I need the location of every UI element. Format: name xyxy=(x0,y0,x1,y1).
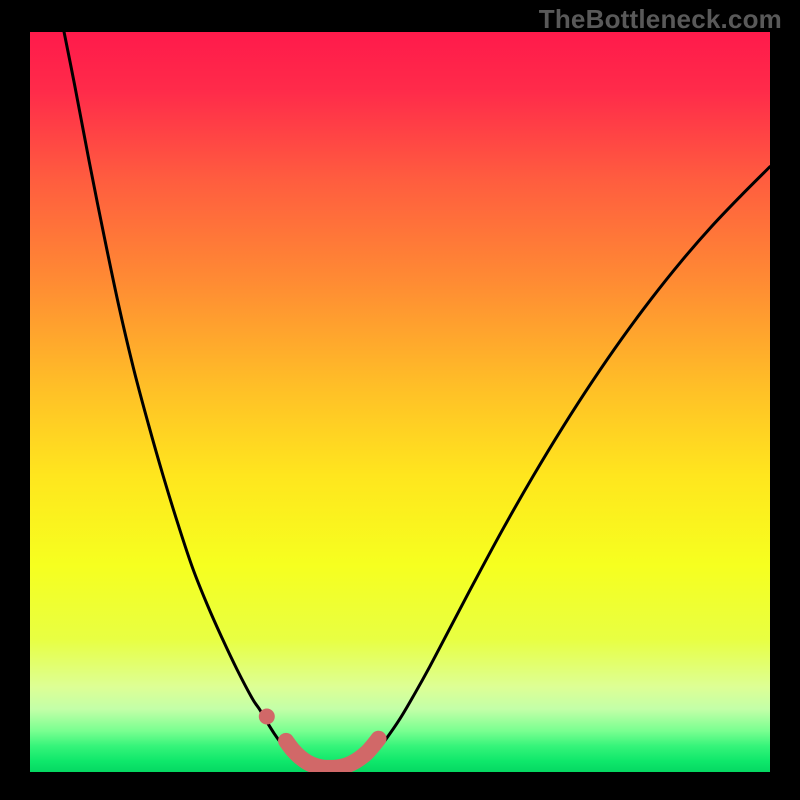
chart-root: TheBottleneck.com xyxy=(0,0,800,800)
marker-dot xyxy=(259,709,275,725)
optimal-zone-marker xyxy=(286,739,379,768)
watermark-text: TheBottleneck.com xyxy=(539,4,782,35)
bottleneck-curve xyxy=(60,32,770,770)
plot-area xyxy=(30,32,770,772)
plot-svg xyxy=(30,32,770,772)
